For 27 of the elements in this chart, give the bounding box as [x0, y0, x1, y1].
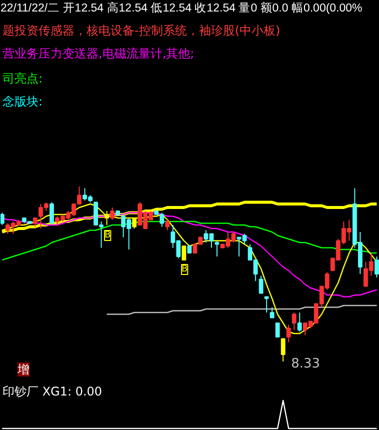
candlestick: [182, 246, 186, 260]
candlestick: [286, 324, 291, 343]
candlestick: [258, 275, 264, 294]
candlestick: [264, 296, 269, 313]
text: 营业务压力变送器,电磁流量计,其他;: [2, 46, 194, 60]
text: 司亮点:: [2, 72, 43, 86]
text: 念版块:: [2, 94, 43, 108]
candlestick: [292, 312, 296, 330]
candlestick: [214, 240, 220, 257]
text: 题投资传感器，核电设备-控制系统，袖珍股(中小板): [2, 24, 280, 38]
annotation: B: [182, 264, 188, 274]
candlestick: [280, 338, 286, 362]
candlestick: [132, 218, 137, 229]
chart-title: 印钞厂 XG1: 0.00: [2, 384, 102, 398]
candlestick: [50, 202, 54, 224]
candlestick: [270, 306, 274, 318]
candlestick: [297, 312, 302, 332]
text: 增: [16, 362, 30, 376]
chart-title: 22/11/22/二 开12.54 高12.54 低12.54 收12.54 量0 额0.0 幅0.00(0.00%: [0, 0, 362, 14]
candlestick: [0, 212, 4, 226]
candlestick: [374, 256, 379, 278]
candlestick: [110, 207, 115, 220]
candlestick: [104, 210, 110, 226]
candlestick: [275, 322, 280, 338]
annotation: B: [104, 230, 111, 240]
candlestick: [165, 219, 170, 231]
annotation: 8.33: [291, 356, 320, 372]
